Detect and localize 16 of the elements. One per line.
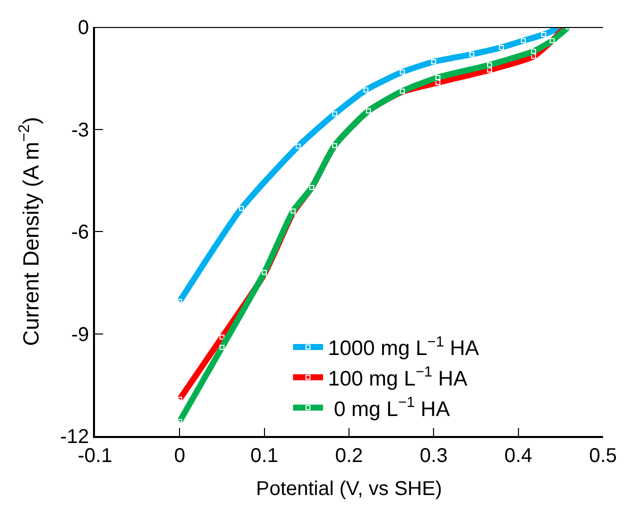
x-tick-label: -0.1: [78, 445, 112, 467]
y-tick-label: -12: [60, 426, 89, 448]
legend-label: 100 mg L$^{−1}$ HA: [328, 364, 468, 390]
legend-label: 1000 mg L$^{−1}$ HA: [328, 334, 480, 360]
x-axis-title: Potential (V, vs SHE): [256, 478, 442, 500]
x-tick-label: 0.2: [335, 445, 363, 467]
y-tick-label: 0: [78, 17, 89, 39]
x-tick-label: 0.3: [420, 445, 448, 467]
y-tick-label: -6: [71, 222, 89, 244]
x-tick-label: 0: [174, 445, 186, 467]
x-tick-label: 0.4: [504, 445, 532, 467]
x-tick-label: 0.5: [589, 445, 617, 467]
x-tick-label: 0.1: [250, 445, 278, 467]
legend-label: 0 mg L$^{−1}$ HA: [328, 394, 450, 421]
y-tick-label: -3: [71, 119, 89, 142]
y-tick-label: -9: [71, 324, 89, 346]
